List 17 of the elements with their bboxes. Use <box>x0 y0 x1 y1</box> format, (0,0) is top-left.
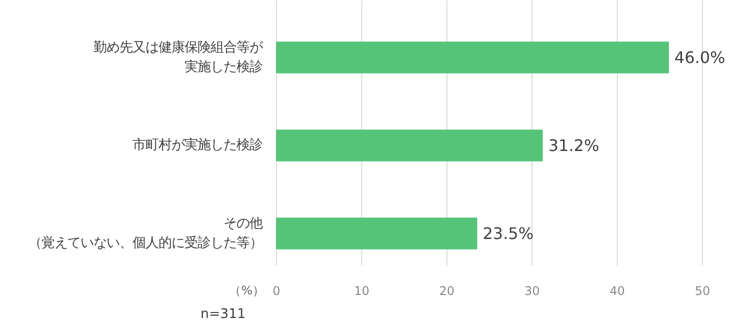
y-tick-label: その他（覚えていない、個人的に受診した等） <box>28 216 262 251</box>
x-axis-title: （%） <box>229 284 265 298</box>
x-tick-label: 10 <box>354 284 370 298</box>
x-tick-label: 0 <box>272 284 280 298</box>
x-tick-label: 40 <box>610 284 625 298</box>
bar <box>276 42 669 74</box>
y-tick-label: 市町村が実施した検診 <box>132 137 262 153</box>
text: n=311 <box>200 307 246 322</box>
bar <box>276 130 543 162</box>
data-label: 46.0% <box>674 48 726 67</box>
x-tick-label: 20 <box>439 284 455 298</box>
bar <box>276 218 478 250</box>
data-label: 23.5% <box>482 224 534 243</box>
x-tick-label: 30 <box>524 284 540 298</box>
data-label: 31.2% <box>548 136 600 155</box>
x-tick-label: 50 <box>694 284 710 298</box>
y-tick-label: 勤め先又は健康保険組合等が実施した検診 <box>94 40 264 75</box>
